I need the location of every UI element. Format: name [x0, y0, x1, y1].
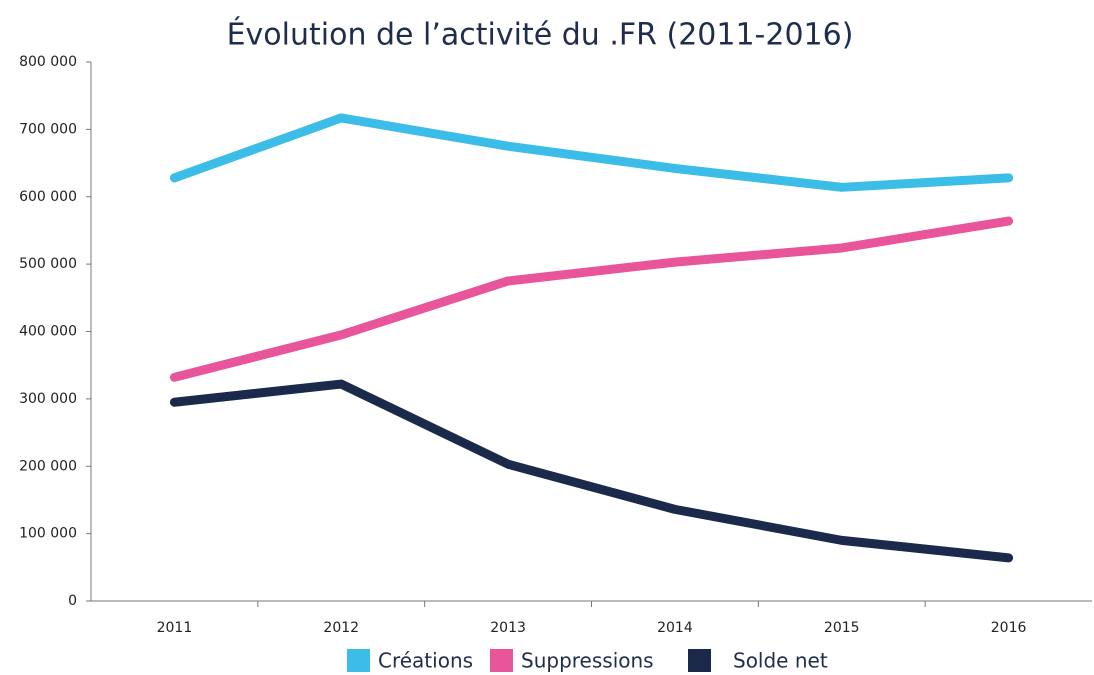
chart-title: Évolution de l’activité du .FR (2011-201…: [227, 17, 854, 53]
line-series: [169, 113, 1014, 192]
y-tick-label: 0: [68, 593, 77, 609]
x-tick-label: 2011: [157, 620, 193, 636]
y-tick-label: 100 000: [19, 526, 77, 542]
line-series: [169, 216, 1014, 382]
x-tick-label: 2016: [991, 620, 1027, 636]
line-series: [169, 379, 1014, 563]
x-tick-label: 2012: [323, 620, 359, 636]
y-tick-label: 700 000: [19, 121, 77, 137]
y-tick-label: 800 000: [19, 54, 77, 70]
legend-label: Solde net: [733, 649, 828, 673]
x-tick-label: 2015: [824, 620, 860, 636]
legend-label: Suppressions: [521, 649, 654, 673]
y-tick-label: 600 000: [19, 189, 77, 205]
x-tick-label: 2014: [657, 620, 693, 636]
y-tick-label: 500 000: [19, 256, 77, 272]
legend-label: Créations: [378, 649, 473, 673]
legend-swatch: [347, 649, 370, 672]
y-tick-label: 200 000: [19, 458, 77, 474]
y-tick-label: 300 000: [19, 391, 77, 407]
legend-swatch: [490, 649, 513, 672]
y-tick-label: 400 000: [19, 324, 77, 340]
x-tick-label: 2013: [490, 620, 526, 636]
legend-swatch: [688, 649, 711, 672]
